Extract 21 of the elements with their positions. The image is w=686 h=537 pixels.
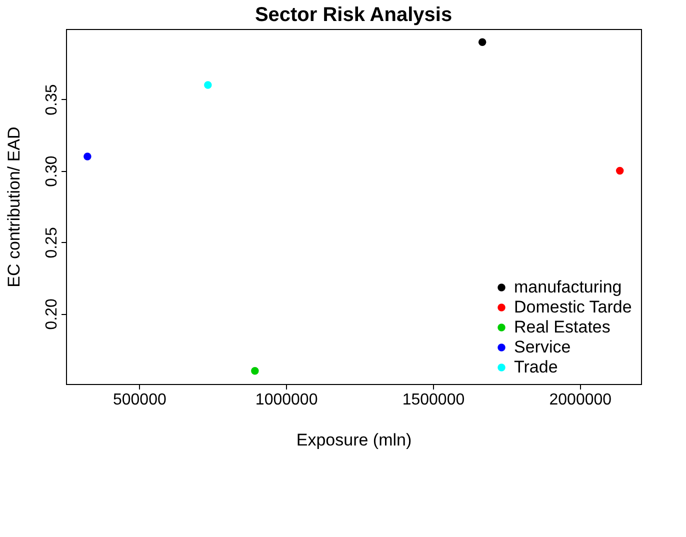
point xyxy=(616,166,624,175)
y-tick-label: 0.35 xyxy=(44,84,60,116)
legend-label: Service xyxy=(514,338,571,356)
y-tick-label: 0.30 xyxy=(44,156,60,187)
y-tick-label: 0.20 xyxy=(44,298,60,330)
x-tick-label: 1500000 xyxy=(402,392,465,408)
legend-label: Real Estates xyxy=(514,318,610,336)
chart-title: Sector Risk Analysis xyxy=(254,4,452,26)
point xyxy=(84,152,92,160)
x-tick-label: 500000 xyxy=(112,392,166,408)
legend-label: Trade xyxy=(514,358,558,376)
x-tick-label: 1000000 xyxy=(255,392,318,408)
x-axis-title: Exposure (mln) xyxy=(296,430,412,450)
point xyxy=(251,366,259,375)
y-tick-label: 0.25 xyxy=(44,227,60,258)
legend-label: manufacturing xyxy=(514,278,622,296)
x-tick-label: 2000000 xyxy=(549,392,612,408)
point xyxy=(204,81,212,89)
legend-label: Domestic Tarde xyxy=(514,298,632,316)
point xyxy=(478,38,486,46)
y-axis-title: EC contribution/ EAD xyxy=(4,126,24,288)
